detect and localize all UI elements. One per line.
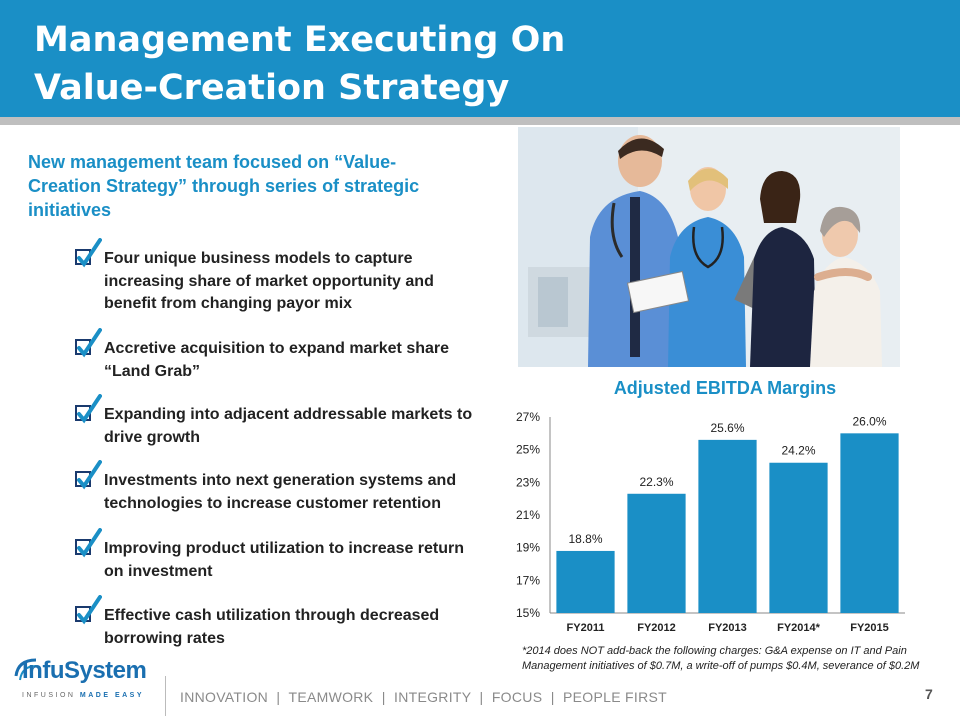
checkbox-check-icon xyxy=(75,238,102,268)
checkbox-check-icon xyxy=(75,394,102,424)
chart-bar xyxy=(556,550,615,613)
bullet-text: Four unique business models to capture i… xyxy=(104,250,434,312)
chart-footnote: *2014 does NOT add-back the following ch… xyxy=(522,645,920,672)
header-bar xyxy=(0,0,960,117)
x-tick-label: FY2013 xyxy=(708,622,747,634)
page-title: Management Executing On Value-Creation S… xyxy=(34,16,565,112)
logo-tagline-b: MADE EASY xyxy=(79,692,145,699)
checkbox-check-icon xyxy=(75,328,102,358)
y-tick-label: 27% xyxy=(516,410,540,424)
y-tick-label: 25% xyxy=(516,443,540,457)
bar-data-label: 24.2% xyxy=(781,444,815,458)
checkbox-check-icon xyxy=(75,528,102,558)
x-tick-label: FY2012 xyxy=(637,622,676,634)
company-values: INNOVATION | TEAMWORK | INTEGRITY | FOCU… xyxy=(180,689,667,705)
list-item: Investments into next generation systems… xyxy=(74,460,484,538)
bullet-text: Improving product utilization to increas… xyxy=(104,540,465,580)
chart-bar xyxy=(627,493,686,613)
list-item: Effective cash utilization through decre… xyxy=(74,595,484,651)
list-item: Accretive acquisition to expand market s… xyxy=(74,328,484,404)
infusystem-logo-icon xyxy=(14,658,37,681)
bar-data-label: 26.0% xyxy=(852,414,886,428)
bullet-text: Effective cash utilization through decre… xyxy=(104,607,440,647)
y-tick-label: 19% xyxy=(516,541,540,555)
y-tick-label: 21% xyxy=(516,508,540,522)
intro-text: New management team focused on “Value-Cr… xyxy=(28,152,420,220)
bar-data-label: 25.6% xyxy=(710,421,744,435)
y-tick-label: 15% xyxy=(516,606,540,620)
x-tick-label: FY2014* xyxy=(777,622,821,634)
x-tick-label: FY2011 xyxy=(567,622,605,634)
initiatives-list: Four unique business models to capture i… xyxy=(74,238,484,651)
bar-data-label: 22.3% xyxy=(639,475,673,489)
list-item: Improving product utilization to increas… xyxy=(74,528,484,605)
list-item: Expanding into adjacent addressable mark… xyxy=(74,394,484,470)
y-tick-label: 17% xyxy=(516,573,540,587)
chart-bar xyxy=(840,433,899,613)
bullet-text: Investments into next generation systems… xyxy=(104,472,457,512)
bar-data-label: 18.8% xyxy=(568,532,602,546)
checkbox-check-icon xyxy=(75,595,102,625)
logo-tagline-a: INFUSION xyxy=(22,692,80,699)
ebitda-bar-chart: 15% 17% 19% 21% 23% 25% 27% 18.8% FY2011 22.3% FY2… xyxy=(516,410,905,634)
y-tick-label: 23% xyxy=(516,475,540,489)
x-tick-label: FY2015 xyxy=(850,622,889,634)
title-line-2: Value-Creation Strategy xyxy=(34,68,510,108)
logo-wordmark: InfuSystem xyxy=(22,657,147,684)
bullet-text: Expanding into adjacent addressable mark… xyxy=(104,406,473,446)
header-divider xyxy=(0,117,960,125)
bullet-text: Accretive acquisition to expand market s… xyxy=(104,340,450,380)
logo-tagline: INFUSION MADE EASY xyxy=(22,692,144,699)
photo-illustration xyxy=(518,127,900,367)
photo-doctor-nurse-patients xyxy=(518,127,900,367)
chart-title: Adjusted EBITDA Margins xyxy=(613,378,837,398)
page-number: 7 xyxy=(925,686,933,702)
checkbox-check-icon xyxy=(75,460,102,490)
chart-bar xyxy=(769,462,828,613)
footer-divider xyxy=(165,676,166,716)
chart-bar xyxy=(698,439,757,613)
list-item: Four unique business models to capture i… xyxy=(74,238,484,338)
title-line-1: Management Executing On xyxy=(34,20,566,60)
